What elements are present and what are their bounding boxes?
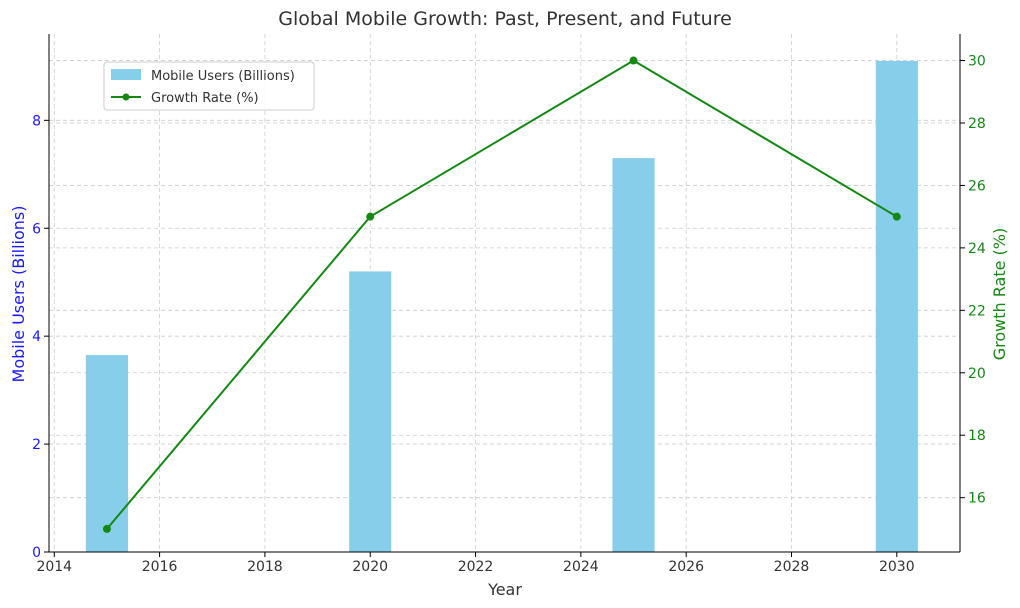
line-series xyxy=(102,56,901,533)
axes xyxy=(48,34,961,553)
x-tick-label: 2026 xyxy=(668,559,704,575)
y-right-tick-label: 18 xyxy=(968,428,986,444)
point-growth-rate xyxy=(629,56,638,65)
grid-lines xyxy=(49,34,960,553)
y-right-tick-label: 20 xyxy=(968,366,986,382)
x-tick-label: 2024 xyxy=(563,559,599,575)
chart-title: Global Mobile Growth: Past, Present, and… xyxy=(278,8,732,30)
y-right-tick-label: 30 xyxy=(968,54,986,70)
x-tick-label: 2016 xyxy=(142,559,178,575)
x-tick-label: 2030 xyxy=(879,559,915,575)
y-right-tick-label: 24 xyxy=(968,241,986,257)
y-right-tick-label: 28 xyxy=(968,116,986,132)
x-tick-label: 2028 xyxy=(774,559,810,575)
y-right-tick-label: 16 xyxy=(968,491,986,507)
y-left-tick-label: 8 xyxy=(32,113,41,129)
x-tick-label: 2022 xyxy=(458,559,494,575)
legend-marker-growth-rate xyxy=(122,93,130,101)
legend-swatch-mobile-users xyxy=(111,69,141,80)
y-right-tick-label: 26 xyxy=(968,178,986,194)
bar-mobile-users xyxy=(875,60,918,553)
bar-mobile-users xyxy=(349,271,392,552)
tick-labels: 2014 2016 2018 2020 2022 2024 2026 2028 20300246… xyxy=(32,54,986,575)
point-growth-rate xyxy=(102,524,111,533)
y-left-tick-label: 6 xyxy=(32,221,41,237)
x-axis-label: Year xyxy=(487,580,522,599)
y-axis-right-label: Growth Rate (%) xyxy=(990,228,1009,360)
point-growth-rate xyxy=(892,212,901,221)
line-growth-rate xyxy=(106,59,898,530)
y-left-tick-label: 2 xyxy=(32,437,41,453)
bar-mobile-users xyxy=(612,158,655,552)
point-growth-rate xyxy=(366,212,375,221)
legend: Mobile Users (Billions) Growth Rate (%) xyxy=(103,61,315,111)
y-axis-left-label: Mobile Users (Billions) xyxy=(9,206,28,383)
x-tick-label: 2018 xyxy=(247,559,283,575)
bar-series xyxy=(85,60,918,553)
y-left-tick-label: 4 xyxy=(32,329,41,345)
legend-label-mobile-users: Mobile Users (Billions) xyxy=(151,69,295,84)
y-left-tick-label: 0 xyxy=(32,545,41,561)
bar-mobile-users xyxy=(85,355,128,552)
x-tick-label: 2020 xyxy=(352,559,388,575)
legend-frame xyxy=(103,61,315,111)
legend-label-growth-rate: Growth Rate (%) xyxy=(151,91,259,106)
x-tick-label: 2014 xyxy=(36,559,72,575)
y-right-tick-label: 22 xyxy=(968,303,986,319)
